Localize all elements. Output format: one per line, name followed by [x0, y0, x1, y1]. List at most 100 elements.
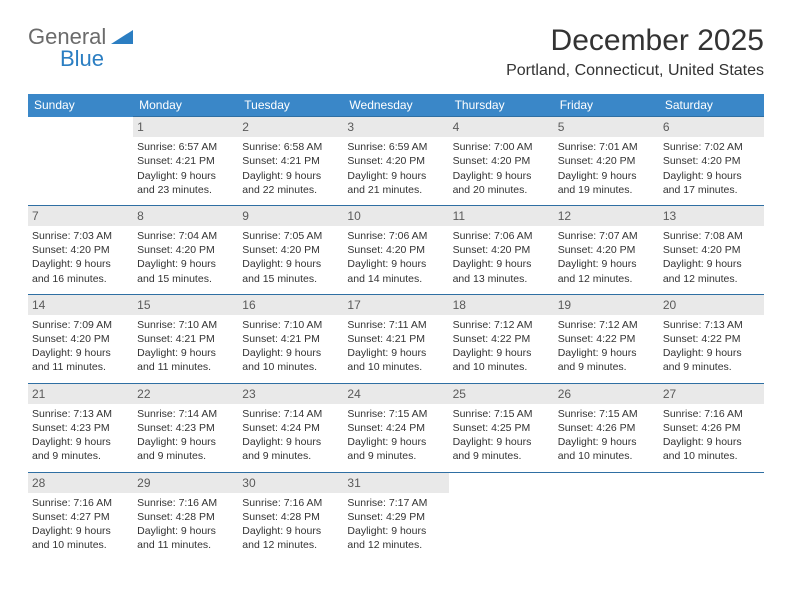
day-details: Sunrise: 7:04 AMSunset: 4:20 PMDaylight:… — [137, 229, 234, 286]
day-detail-line: Daylight: 9 hours and 9 minutes. — [242, 435, 339, 463]
day-detail-line: Sunset: 4:25 PM — [453, 421, 550, 435]
day-detail-line: Sunrise: 6:59 AM — [347, 140, 444, 154]
day-number: 5 — [554, 117, 659, 137]
day-detail-line: Sunrise: 7:08 AM — [663, 229, 760, 243]
calendar-cell: 30Sunrise: 7:16 AMSunset: 4:28 PMDayligh… — [238, 472, 343, 560]
calendar-cell: 7Sunrise: 7:03 AMSunset: 4:20 PMDaylight… — [28, 205, 133, 294]
day-details: Sunrise: 7:09 AMSunset: 4:20 PMDaylight:… — [32, 318, 129, 375]
logo-text-blue: Blue — [60, 46, 133, 72]
calendar-cell — [28, 117, 133, 206]
day-detail-line: Sunrise: 7:11 AM — [347, 318, 444, 332]
day-detail-line: Sunrise: 7:06 AM — [347, 229, 444, 243]
day-detail-line: Daylight: 9 hours and 10 minutes. — [32, 524, 129, 552]
day-detail-line: Daylight: 9 hours and 12 minutes. — [663, 257, 760, 285]
day-detail-line: Sunset: 4:26 PM — [558, 421, 655, 435]
day-details: Sunrise: 7:06 AMSunset: 4:20 PMDaylight:… — [453, 229, 550, 286]
day-detail-line: Sunrise: 7:10 AM — [137, 318, 234, 332]
day-details: Sunrise: 7:05 AMSunset: 4:20 PMDaylight:… — [242, 229, 339, 286]
day-header: Thursday — [449, 94, 554, 117]
day-detail-line: Sunset: 4:20 PM — [558, 154, 655, 168]
day-details: Sunrise: 7:13 AMSunset: 4:22 PMDaylight:… — [663, 318, 760, 375]
day-detail-line: Sunset: 4:21 PM — [137, 154, 234, 168]
day-detail-line: Sunrise: 7:12 AM — [558, 318, 655, 332]
day-detail-line: Sunrise: 7:02 AM — [663, 140, 760, 154]
day-detail-line: Daylight: 9 hours and 14 minutes. — [347, 257, 444, 285]
day-number: 19 — [554, 295, 659, 315]
day-detail-line: Daylight: 9 hours and 10 minutes. — [347, 346, 444, 374]
calendar-week-row: 7Sunrise: 7:03 AMSunset: 4:20 PMDaylight… — [28, 205, 764, 294]
calendar-week-row: 28Sunrise: 7:16 AMSunset: 4:27 PMDayligh… — [28, 472, 764, 560]
day-details: Sunrise: 7:15 AMSunset: 4:24 PMDaylight:… — [347, 407, 444, 464]
logo: General Blue — [28, 24, 133, 72]
calendar-cell: 18Sunrise: 7:12 AMSunset: 4:22 PMDayligh… — [449, 294, 554, 383]
day-header: Sunday — [28, 94, 133, 117]
calendar-table: SundayMondayTuesdayWednesdayThursdayFrid… — [28, 94, 764, 560]
day-details: Sunrise: 7:16 AMSunset: 4:28 PMDaylight:… — [137, 496, 234, 553]
day-number: 16 — [238, 295, 343, 315]
day-detail-line: Sunrise: 7:16 AM — [242, 496, 339, 510]
calendar-week-row: 21Sunrise: 7:13 AMSunset: 4:23 PMDayligh… — [28, 383, 764, 472]
day-detail-line: Sunrise: 7:17 AM — [347, 496, 444, 510]
calendar-cell: 14Sunrise: 7:09 AMSunset: 4:20 PMDayligh… — [28, 294, 133, 383]
calendar-cell: 12Sunrise: 7:07 AMSunset: 4:20 PMDayligh… — [554, 205, 659, 294]
calendar-cell: 26Sunrise: 7:15 AMSunset: 4:26 PMDayligh… — [554, 383, 659, 472]
day-detail-line: Sunset: 4:20 PM — [347, 243, 444, 257]
calendar-cell: 10Sunrise: 7:06 AMSunset: 4:20 PMDayligh… — [343, 205, 448, 294]
day-number: 1 — [133, 117, 238, 137]
day-detail-line: Sunset: 4:20 PM — [242, 243, 339, 257]
day-detail-line: Sunrise: 6:57 AM — [137, 140, 234, 154]
day-detail-line: Daylight: 9 hours and 16 minutes. — [32, 257, 129, 285]
day-detail-line: Sunset: 4:22 PM — [453, 332, 550, 346]
day-header: Tuesday — [238, 94, 343, 117]
day-detail-line: Sunset: 4:20 PM — [663, 154, 760, 168]
day-detail-line: Daylight: 9 hours and 10 minutes. — [242, 346, 339, 374]
day-detail-line: Sunset: 4:20 PM — [453, 154, 550, 168]
day-detail-line: Daylight: 9 hours and 10 minutes. — [453, 346, 550, 374]
calendar-cell: 17Sunrise: 7:11 AMSunset: 4:21 PMDayligh… — [343, 294, 448, 383]
calendar-cell: 4Sunrise: 7:00 AMSunset: 4:20 PMDaylight… — [449, 117, 554, 206]
calendar-body: 1Sunrise: 6:57 AMSunset: 4:21 PMDaylight… — [28, 117, 764, 561]
day-details: Sunrise: 7:10 AMSunset: 4:21 PMDaylight:… — [137, 318, 234, 375]
day-details: Sunrise: 7:02 AMSunset: 4:20 PMDaylight:… — [663, 140, 760, 197]
day-detail-line: Daylight: 9 hours and 23 minutes. — [137, 169, 234, 197]
day-detail-line: Daylight: 9 hours and 13 minutes. — [453, 257, 550, 285]
calendar-cell: 9Sunrise: 7:05 AMSunset: 4:20 PMDaylight… — [238, 205, 343, 294]
day-detail-line: Sunset: 4:20 PM — [663, 243, 760, 257]
day-details: Sunrise: 6:59 AMSunset: 4:20 PMDaylight:… — [347, 140, 444, 197]
day-number: 25 — [449, 384, 554, 404]
day-number: 8 — [133, 206, 238, 226]
day-details: Sunrise: 7:06 AMSunset: 4:20 PMDaylight:… — [347, 229, 444, 286]
day-detail-line: Sunrise: 7:04 AM — [137, 229, 234, 243]
day-detail-line: Sunset: 4:24 PM — [347, 421, 444, 435]
day-detail-line: Sunset: 4:28 PM — [137, 510, 234, 524]
day-detail-line: Sunrise: 7:09 AM — [32, 318, 129, 332]
day-number: 6 — [659, 117, 764, 137]
calendar-cell: 15Sunrise: 7:10 AMSunset: 4:21 PMDayligh… — [133, 294, 238, 383]
calendar-cell: 31Sunrise: 7:17 AMSunset: 4:29 PMDayligh… — [343, 472, 448, 560]
day-detail-line: Sunset: 4:27 PM — [32, 510, 129, 524]
calendar-cell: 16Sunrise: 7:10 AMSunset: 4:21 PMDayligh… — [238, 294, 343, 383]
day-number: 4 — [449, 117, 554, 137]
day-number: 3 — [343, 117, 448, 137]
day-details: Sunrise: 7:14 AMSunset: 4:23 PMDaylight:… — [137, 407, 234, 464]
calendar-cell: 8 Sunrise: 7:04 AMSunset: 4:20 PMDaylight… — [133, 205, 238, 294]
day-detail-line: Daylight: 9 hours and 9 minutes. — [558, 346, 655, 374]
month-title: December 2025 — [506, 24, 764, 58]
day-details: Sunrise: 7:13 AMSunset: 4:23 PMDaylight:… — [32, 407, 129, 464]
day-details: Sunrise: 7:08 AMSunset: 4:20 PMDaylight:… — [663, 229, 760, 286]
day-detail-line: Daylight: 9 hours and 12 minutes. — [558, 257, 655, 285]
day-details: Sunrise: 7:16 AMSunset: 4:28 PMDaylight:… — [242, 496, 339, 553]
day-detail-line: Sunrise: 7:03 AM — [32, 229, 129, 243]
day-detail-line: Sunrise: 7:16 AM — [32, 496, 129, 510]
day-detail-line: Sunset: 4:21 PM — [242, 332, 339, 346]
header: General Blue December 2025 Portland, Con… — [28, 24, 764, 80]
day-detail-line: Sunset: 4:20 PM — [347, 154, 444, 168]
calendar-cell: 3 Sunrise: 6:59 AMSunset: 4:20 PMDaylight… — [343, 117, 448, 206]
day-number: 26 — [554, 384, 659, 404]
day-detail-line: Sunrise: 7:14 AM — [242, 407, 339, 421]
day-details: Sunrise: 7:12 AMSunset: 4:22 PMDaylight:… — [558, 318, 655, 375]
calendar-cell: 20Sunrise: 7:13 AMSunset: 4:22 PMDayligh… — [659, 294, 764, 383]
day-detail-line: Sunset: 4:29 PM — [347, 510, 444, 524]
day-header: Monday — [133, 94, 238, 117]
day-detail-line: Daylight: 9 hours and 10 minutes. — [663, 435, 760, 463]
